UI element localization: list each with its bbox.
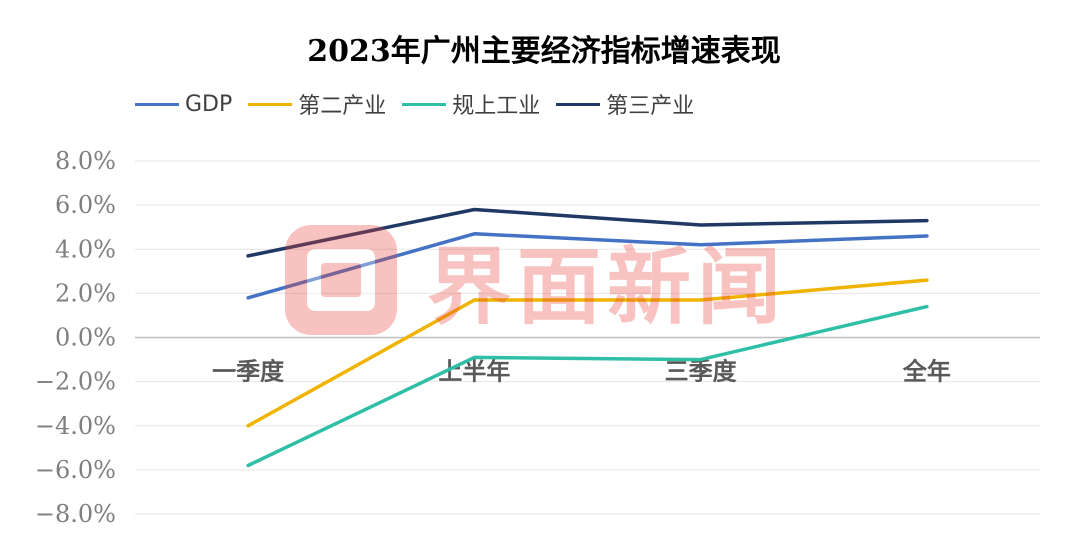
legend-label-secondary-industry: 第二产业 [298,94,387,119]
legend-label-tertiary-industry: 第三产业 [606,94,695,119]
series-line-0 [246,232,929,300]
y-tick-label: −6.0% [35,456,116,484]
legend-item-tertiary-industry: 第三产业 [556,88,694,120]
legend-label-gdp: GDP [185,91,233,117]
y-tick-label: −2.0% [35,368,116,396]
y-axis-ticks: 8.0% 6.0% 4.0% 2.0% 0.0% −2.0% −4.0% −6.0% −8.0% [35,147,116,528]
x-tick-label: 三季度 [665,358,738,386]
legend-item-industrial: 规上工业 [402,88,540,120]
legend-swatch-gdp [135,102,179,106]
x-tick-label: 上半年 [438,358,510,386]
chart-legend: GDP 第二产业 规上工业 第三产业 [135,88,710,120]
gridlines [135,160,1040,515]
y-tick-label: 0.0% [55,324,116,352]
legend-swatch-secondary-industry [248,102,293,106]
legend-item-gdp: GDP [135,92,232,117]
series-line-3 [246,207,929,258]
legend-swatch-tertiary-industry [556,102,601,106]
x-tick-label: 全年 [902,358,951,386]
series-line-1 [246,278,929,428]
y-tick-label: 6.0% [55,191,116,219]
series-line-2 [246,304,929,468]
y-tick-label: −8.0% [35,500,116,528]
x-axis-ticks: 一季度 上半年 三季度 全年 [212,358,951,386]
chart-title: 2023年广州主要经济指标增速表现 [307,34,781,69]
legend-swatch-industrial [402,102,447,106]
y-tick-label: 4.0% [55,235,116,263]
legend-label-industrial: 规上工业 [452,94,541,119]
legend-item-secondary-industry: 第二产业 [248,88,386,120]
y-tick-label: 2.0% [55,279,116,307]
y-tick-label: 8.0% [55,147,116,175]
y-tick-label: −4.0% [35,412,116,440]
x-tick-label: 一季度 [212,358,285,386]
series-lines [246,207,929,468]
